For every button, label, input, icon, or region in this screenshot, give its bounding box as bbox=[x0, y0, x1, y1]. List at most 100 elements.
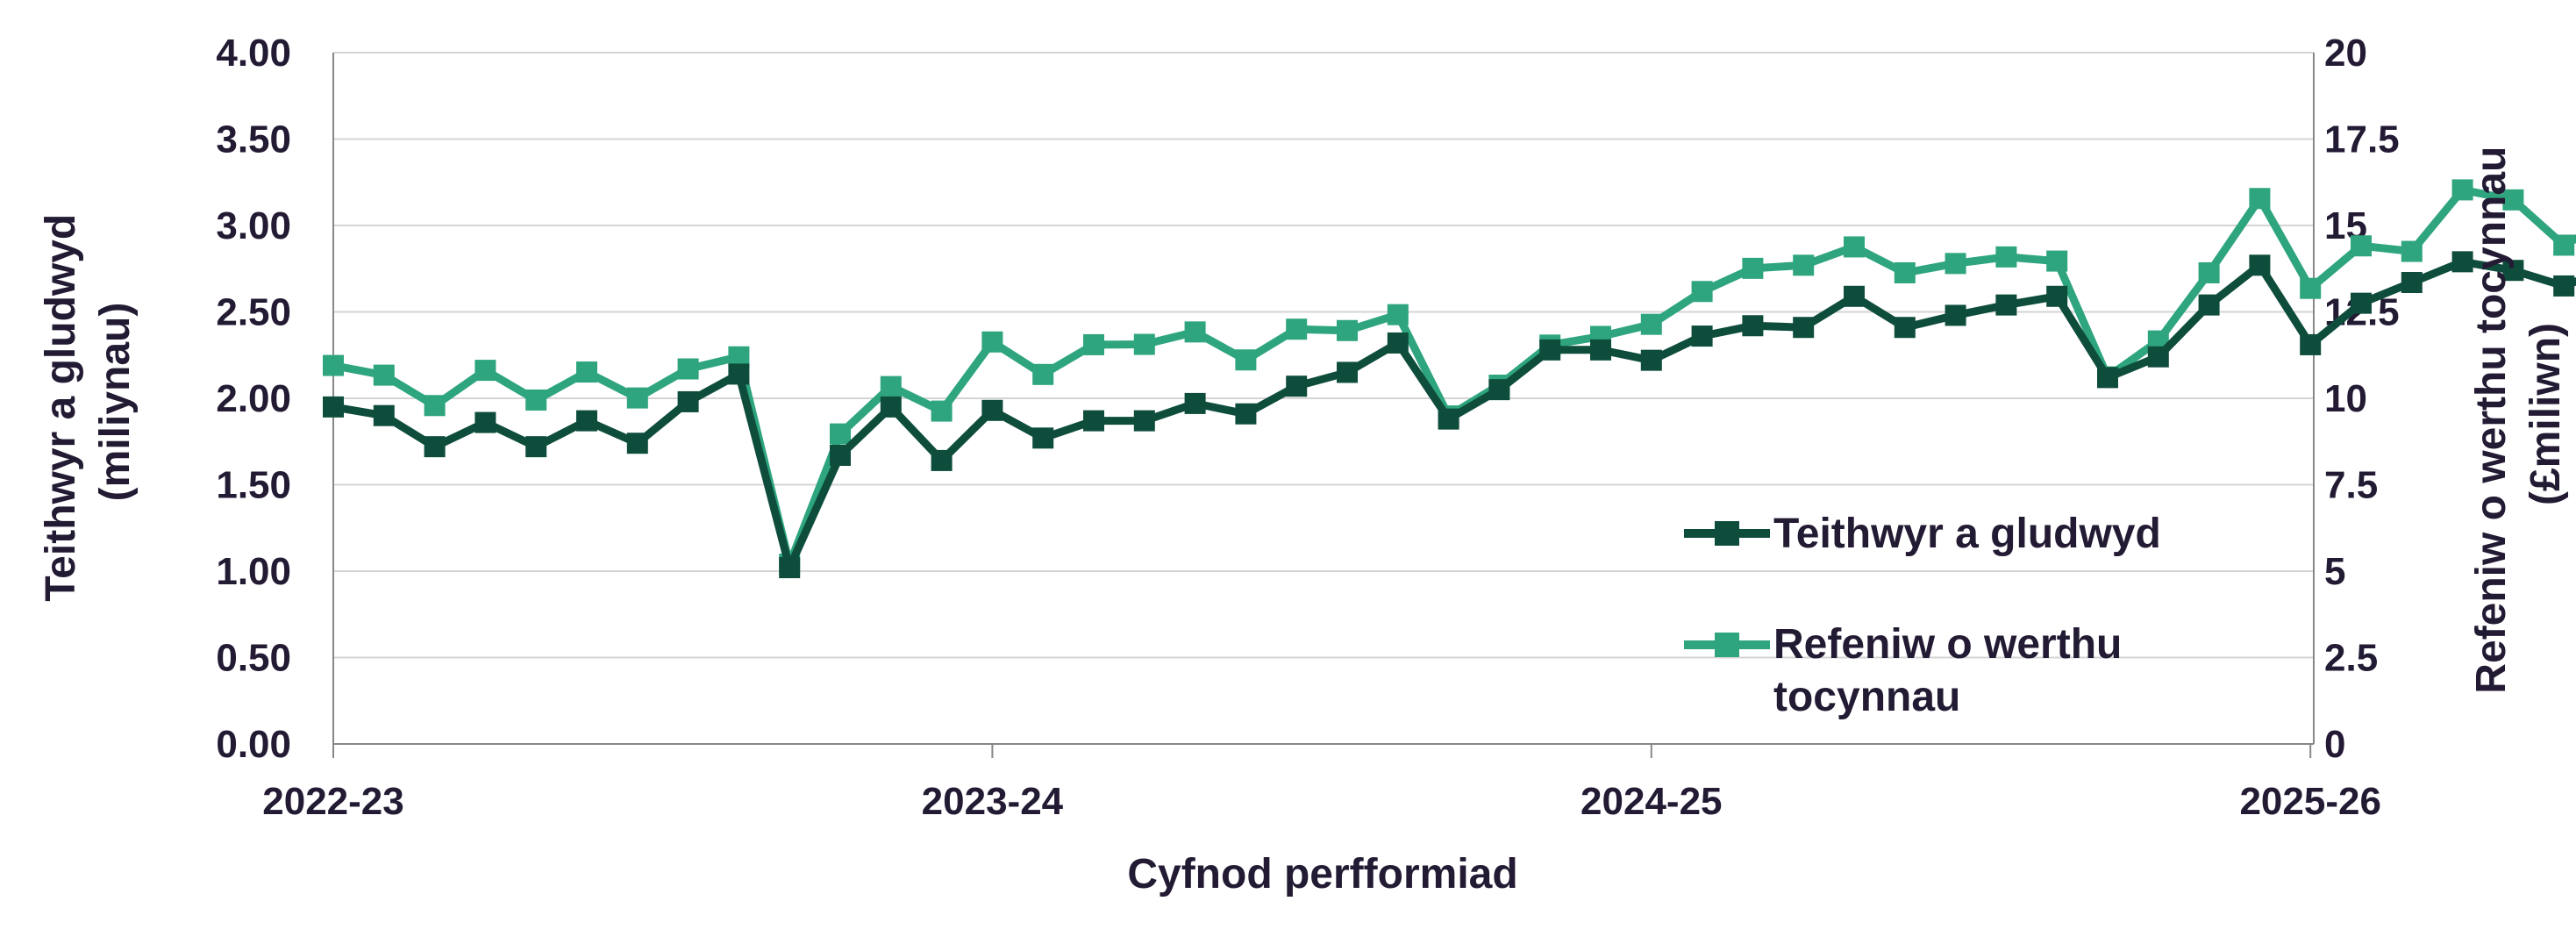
right-y-tick-label: 17.5 bbox=[2324, 118, 2400, 161]
data-point-revenue bbox=[2249, 188, 2271, 210]
right-y-axis-title-line2: (£miliwn) bbox=[2522, 323, 2569, 505]
data-point-passengers bbox=[1590, 339, 1611, 361]
data-point-passengers bbox=[1133, 410, 1155, 432]
data-point-passengers bbox=[1438, 408, 1459, 430]
data-point-passengers bbox=[981, 399, 1003, 421]
data-point-passengers bbox=[880, 396, 902, 418]
data-point-passengers bbox=[1184, 392, 1206, 414]
gridlines bbox=[333, 52, 2314, 659]
data-point-revenue bbox=[1133, 333, 1155, 355]
data-point-revenue bbox=[2300, 277, 2322, 299]
right-y-tick-labels: 02.557.51012.51517.520 bbox=[2324, 32, 2400, 766]
right-y-tick-label: 7.5 bbox=[2324, 464, 2378, 507]
data-point-passengers bbox=[525, 436, 547, 458]
right-y-tick-label: 2.5 bbox=[2324, 637, 2378, 680]
data-point-revenue bbox=[677, 358, 699, 380]
data-point-revenue bbox=[931, 400, 953, 422]
data-point-passengers bbox=[728, 363, 750, 385]
left-y-tick-label: 0.00 bbox=[216, 723, 291, 766]
data-point-revenue bbox=[1184, 321, 1206, 343]
data-point-passengers bbox=[2502, 260, 2524, 282]
legend-item-revenue: Refeniw o werthu tocynnau bbox=[1684, 621, 2134, 720]
data-point-passengers bbox=[1083, 410, 1104, 432]
data-point-passengers bbox=[475, 411, 496, 433]
data-point-passengers bbox=[626, 433, 648, 454]
data-point-passengers bbox=[424, 436, 446, 458]
left-y-tick-label: 2.00 bbox=[216, 377, 291, 420]
data-point-passengers bbox=[1691, 325, 1713, 347]
right-y-axis-title: Refeniw o werthu tocynnau (£miliwn) bbox=[2468, 134, 2569, 693]
data-point-passengers bbox=[576, 410, 597, 432]
x-tick-label: 2024-25 bbox=[1581, 780, 1722, 823]
right-y-tick-label: 10 bbox=[2324, 377, 2367, 420]
data-point-passengers bbox=[373, 404, 395, 426]
legend-label-revenue: Refeniw o werthu tocynnau bbox=[1773, 621, 2134, 720]
data-point-passengers bbox=[1894, 317, 1916, 339]
x-tick-label: 2025-26 bbox=[2239, 780, 2380, 823]
left-y-tick-label: 1.50 bbox=[216, 464, 291, 507]
data-point-passengers bbox=[1286, 375, 1308, 397]
data-point-passengers bbox=[1032, 427, 1054, 449]
x-tick-labels: 2022-23 2023-24 2024-25 2025-26 bbox=[262, 780, 2381, 823]
data-point-revenue bbox=[1894, 261, 1916, 283]
legend-swatch-marker-passengers bbox=[1715, 521, 1739, 546]
data-point-revenue bbox=[424, 395, 446, 417]
data-point-revenue bbox=[2502, 189, 2524, 211]
left-y-axis-title-line1: Teithwyr a gludwyd bbox=[38, 214, 84, 602]
data-point-passengers bbox=[677, 390, 699, 412]
data-point-passengers bbox=[1235, 403, 1257, 425]
data-point-revenue bbox=[981, 331, 1003, 353]
data-point-revenue bbox=[576, 361, 597, 383]
data-point-passengers bbox=[1640, 349, 1662, 371]
data-point-revenue bbox=[1691, 281, 1713, 303]
data-point-revenue bbox=[1032, 363, 1054, 385]
left-y-tick-label: 3.50 bbox=[216, 118, 291, 161]
data-point-passengers bbox=[1742, 315, 1764, 337]
left-y-tick-label: 3.00 bbox=[216, 204, 291, 247]
data-point-passengers bbox=[1944, 304, 1966, 326]
data-point-revenue bbox=[323, 354, 344, 376]
axes bbox=[332, 53, 2315, 758]
data-point-revenue bbox=[1944, 253, 1966, 275]
series-revenue bbox=[323, 179, 2576, 576]
data-point-revenue bbox=[2046, 250, 2068, 272]
data-point-revenue bbox=[1793, 254, 1815, 276]
data-point-revenue bbox=[525, 389, 547, 411]
right-y-tick-label: 5 bbox=[2324, 550, 2345, 593]
data-point-passengers bbox=[2351, 292, 2372, 314]
legend-label-passengers: Teithwyr a gludwyd bbox=[1773, 511, 2161, 557]
left-y-tick-label: 1.00 bbox=[216, 550, 291, 593]
data-point-revenue bbox=[880, 375, 902, 397]
series-passengers bbox=[323, 251, 2576, 579]
data-point-passengers bbox=[2198, 294, 2220, 316]
data-point-passengers bbox=[1844, 285, 1865, 307]
data-point-passengers bbox=[1488, 379, 1510, 401]
data-point-revenue bbox=[1083, 333, 1104, 355]
left-y-axis-title-line2: (miliynau) bbox=[92, 303, 139, 502]
data-point-passengers bbox=[931, 449, 953, 471]
data-point-revenue bbox=[1742, 257, 1764, 279]
series-line-passengers bbox=[332, 257, 2576, 572]
data-point-passengers bbox=[323, 396, 344, 418]
data-point-revenue bbox=[2351, 235, 2372, 257]
data-point-passengers bbox=[779, 557, 801, 579]
right-y-tick-label: 20 bbox=[2324, 32, 2367, 75]
data-point-passengers bbox=[2097, 367, 2118, 389]
data-point-passengers bbox=[2046, 285, 2068, 307]
x-tick-label: 2022-23 bbox=[262, 780, 403, 823]
data-point-revenue bbox=[1235, 349, 1257, 371]
data-point-passengers bbox=[2249, 254, 2271, 276]
left-y-tick-label: 0.50 bbox=[216, 637, 291, 680]
data-point-passengers bbox=[2553, 275, 2575, 297]
data-point-passengers bbox=[1387, 332, 1409, 354]
data-point-passengers bbox=[2147, 346, 2169, 368]
series-line-revenue bbox=[332, 185, 2576, 569]
legend-label-revenue-line2: tocynnau bbox=[1773, 674, 1960, 720]
left-y-tick-label: 2.50 bbox=[216, 291, 291, 334]
series-group bbox=[323, 179, 2576, 579]
right-y-axis-title-line1: Refeniw o werthu tocynnau bbox=[2468, 147, 2515, 694]
x-axis-title: Cyfnod perfformiad bbox=[1127, 851, 1517, 898]
data-point-revenue bbox=[2553, 234, 2575, 256]
data-point-revenue bbox=[1640, 313, 1662, 335]
